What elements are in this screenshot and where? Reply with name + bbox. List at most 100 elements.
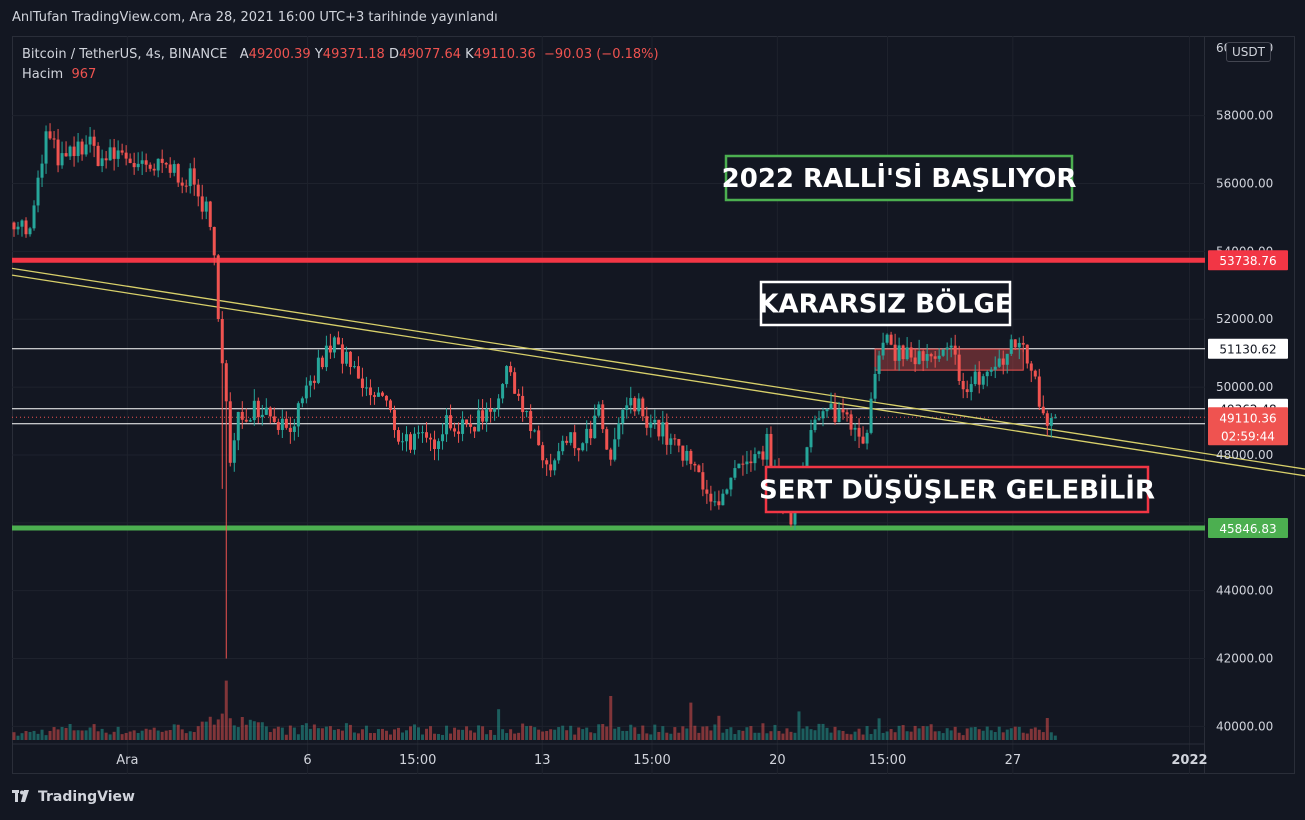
price-tick-label: 50000.00 bbox=[1216, 380, 1273, 394]
price-tick-label: 52000.00 bbox=[1216, 312, 1273, 326]
candle-body bbox=[316, 357, 320, 383]
candle-body bbox=[372, 395, 376, 397]
volume-bar bbox=[216, 719, 220, 740]
candle bbox=[192, 157, 196, 196]
volume-bar bbox=[529, 725, 533, 740]
candle-body bbox=[541, 445, 545, 461]
annotation-sharp-drops[interactable]: SERT DÜŞÜŞLER GELEBİLİR bbox=[759, 465, 1155, 514]
candle-body bbox=[713, 501, 717, 503]
candle bbox=[617, 417, 621, 447]
volume-bar bbox=[601, 724, 605, 740]
candle-body bbox=[364, 387, 368, 389]
candle-body bbox=[677, 439, 681, 446]
candle bbox=[905, 337, 909, 361]
candle-body bbox=[873, 373, 877, 399]
candle bbox=[332, 335, 336, 359]
candle-body bbox=[92, 136, 96, 146]
candle-body bbox=[196, 184, 200, 197]
candle bbox=[88, 127, 92, 153]
candle-body bbox=[553, 460, 557, 471]
price-axis[interactable] bbox=[1205, 36, 1295, 774]
candle bbox=[344, 346, 348, 367]
candle-body bbox=[689, 450, 693, 464]
currency-unit-button[interactable]: USDT bbox=[1226, 42, 1271, 62]
candle bbox=[877, 350, 881, 382]
volume-bar bbox=[172, 724, 176, 740]
candle-body bbox=[392, 409, 396, 431]
candle bbox=[32, 200, 36, 231]
volume-bar bbox=[593, 733, 597, 740]
candle-body bbox=[20, 220, 24, 227]
candle-body bbox=[312, 380, 316, 383]
volume-bar bbox=[853, 731, 857, 740]
volume-bar bbox=[745, 727, 749, 740]
candle bbox=[1037, 368, 1041, 411]
price-level-label: 45846.83 bbox=[1219, 522, 1276, 536]
candle-body bbox=[232, 440, 236, 463]
annotation-indecision[interactable]: KARARSIZ BÖLGE bbox=[758, 280, 1013, 327]
time-tick-label: 27 bbox=[1005, 753, 1022, 768]
candle bbox=[849, 410, 853, 436]
candle-body bbox=[1025, 344, 1029, 364]
candle-body bbox=[813, 419, 817, 431]
candle bbox=[853, 422, 857, 442]
volume-bar bbox=[413, 724, 417, 740]
candle bbox=[292, 419, 296, 441]
candle-body bbox=[537, 430, 541, 446]
candle-body bbox=[577, 448, 581, 451]
candle bbox=[657, 419, 661, 441]
candle bbox=[541, 441, 545, 469]
volume-bar bbox=[360, 729, 364, 740]
candle bbox=[136, 152, 140, 171]
candle-body bbox=[188, 168, 192, 187]
volume-bar bbox=[777, 731, 781, 740]
symbol-title[interactable]: Bitcoin / TetherUS, 4s, BINANCE bbox=[22, 47, 228, 62]
annotation-rally[interactable]: 2022 RALLİ'Sİ BAŞLIYOR bbox=[722, 154, 1077, 202]
candle bbox=[561, 435, 565, 455]
candle bbox=[901, 344, 905, 367]
candle bbox=[881, 332, 885, 360]
candle bbox=[445, 408, 449, 442]
candle-body bbox=[809, 430, 813, 448]
candle-body bbox=[477, 410, 481, 432]
candle-body bbox=[445, 415, 449, 435]
candle-body bbox=[861, 436, 865, 444]
candle-body bbox=[493, 408, 497, 412]
volume-bar bbox=[144, 728, 148, 740]
candle bbox=[48, 123, 52, 140]
volume-bar bbox=[396, 727, 400, 740]
candle-body bbox=[925, 354, 929, 361]
candle bbox=[741, 455, 745, 476]
volume-bar bbox=[152, 727, 156, 740]
candle-body bbox=[865, 432, 869, 444]
volume-bar bbox=[537, 729, 541, 740]
volume-bar bbox=[481, 726, 485, 740]
candle-body bbox=[184, 185, 188, 187]
volume-bar bbox=[833, 726, 837, 740]
footer-brand[interactable]: TradingView bbox=[12, 788, 135, 806]
candle bbox=[92, 129, 96, 158]
low-value: 49077.64 bbox=[398, 47, 462, 62]
volume-bar bbox=[717, 715, 721, 740]
volume-bar bbox=[136, 733, 140, 740]
volume-bar bbox=[240, 716, 244, 740]
volume-bar bbox=[821, 723, 825, 740]
candle bbox=[581, 442, 585, 452]
candle-body bbox=[561, 440, 565, 452]
price-level-label-bg bbox=[1208, 338, 1288, 359]
candle bbox=[132, 152, 136, 175]
candle bbox=[188, 163, 192, 194]
volume-bar bbox=[565, 730, 569, 740]
candle bbox=[569, 432, 573, 446]
volume-bar bbox=[64, 727, 68, 740]
candle bbox=[380, 391, 384, 397]
candle-body bbox=[941, 349, 945, 356]
candle-body bbox=[124, 152, 128, 159]
candle-body bbox=[573, 432, 577, 449]
candle bbox=[312, 375, 316, 390]
candle bbox=[176, 163, 180, 187]
candle bbox=[685, 445, 689, 466]
volume-bar bbox=[224, 680, 228, 740]
volume-bar bbox=[388, 734, 392, 740]
